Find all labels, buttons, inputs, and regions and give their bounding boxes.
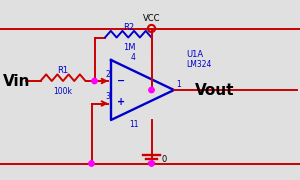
Text: R1: R1 [57,66,69,75]
Text: 2: 2 [106,70,110,79]
Text: LM324: LM324 [186,60,212,69]
Text: 11: 11 [129,120,138,129]
Circle shape [92,78,97,84]
Text: U1A: U1A [186,50,203,59]
Text: 3: 3 [106,92,110,101]
Text: Vout: Vout [195,82,235,98]
Circle shape [89,161,94,166]
Text: 1M: 1M [123,43,135,52]
Text: 0: 0 [162,155,167,164]
Text: Vin: Vin [3,73,31,89]
Circle shape [149,161,154,166]
Text: +: + [117,97,126,107]
Text: −: − [117,76,126,86]
Text: 100k: 100k [53,87,73,96]
Text: VCC: VCC [143,14,160,23]
Text: 4: 4 [131,53,136,62]
Text: 1: 1 [176,80,181,89]
Circle shape [149,87,154,93]
Text: R2: R2 [123,23,135,32]
